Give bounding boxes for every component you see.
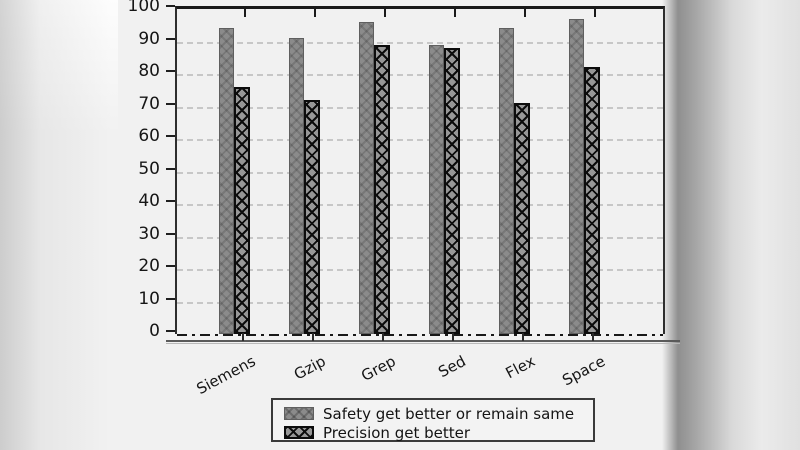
legend-label-safety: Safety get better or remain same — [323, 404, 575, 423]
y-tick-label-90: 90 — [138, 28, 160, 49]
x-tick-siemens — [242, 333, 244, 341]
bar-precision-space — [584, 67, 600, 334]
legend-item-safety: Safety get better or remain same — [284, 404, 593, 423]
gridline-80 — [177, 74, 663, 76]
top-tick-space — [594, 9, 596, 17]
top-tick-sed — [454, 9, 456, 17]
gridline-30 — [177, 236, 663, 239]
bar-precision-flex — [514, 103, 530, 334]
x-tick-label-gzip: Gzip — [290, 352, 329, 384]
y-tick-label-80: 80 — [138, 61, 160, 81]
y-tick-60 — [166, 135, 175, 137]
bar-safety-sed — [429, 45, 444, 334]
gridline-70 — [177, 106, 663, 109]
zero-baseline — [177, 334, 663, 336]
y-tick-label-10: 10 — [138, 288, 160, 309]
bar-group-sed — [429, 9, 461, 334]
y-tick-0 — [166, 330, 175, 332]
bar-precision-gzip — [304, 100, 320, 334]
x-tick-grep — [382, 333, 384, 341]
bar-group-grep — [359, 9, 391, 334]
y-tick-label-100: 100 — [127, 0, 160, 16]
gridline-50 — [177, 171, 663, 174]
x-tick-label-siemens: Siemens — [193, 352, 259, 398]
y-tick-label-20: 20 — [138, 256, 160, 276]
y-tick-label-70: 70 — [138, 93, 160, 114]
bar-precision-grep — [374, 45, 390, 334]
x-tick-label-flex: Flex — [502, 352, 539, 383]
y-tick-30 — [166, 232, 175, 235]
bar-group-gzip — [289, 9, 321, 334]
gridline-20 — [177, 269, 663, 271]
x-tick-label-space: Space — [559, 352, 609, 390]
x-tick-label-grep: Grep — [358, 352, 399, 385]
bar-group-space — [569, 9, 601, 334]
y-tick-100 — [166, 5, 175, 7]
y-tick-label-0: 0 — [149, 321, 160, 341]
gridline-40 — [177, 204, 663, 206]
gridline-60 — [177, 139, 663, 141]
bar-safety-space — [569, 19, 584, 334]
bar-safety-gzip — [289, 38, 304, 334]
y-tick-70 — [166, 102, 175, 105]
x-tick-gzip — [312, 333, 314, 341]
bar-safety-flex — [499, 28, 514, 334]
legend-label-precision: Precision get better — [323, 423, 471, 442]
legend: Safety get better or remain same Precisi… — [271, 398, 595, 442]
left-shadow-vignette — [0, 0, 118, 450]
y-tick-10 — [166, 297, 175, 300]
y-tick-label-60: 60 — [138, 126, 160, 146]
y-tick-label-30: 30 — [138, 223, 160, 244]
x-tick-flex — [522, 333, 524, 341]
x-axis-line — [166, 340, 680, 345]
precision-swatch-icon — [284, 426, 314, 439]
y-tick-50 — [166, 167, 175, 170]
top-tick-flex — [524, 9, 526, 17]
bar-safety-grep — [359, 22, 374, 334]
y-tick-label-50: 50 — [138, 158, 160, 179]
y-tick-80 — [166, 70, 175, 72]
bar-group-flex — [499, 9, 531, 334]
gridline-10 — [177, 301, 663, 304]
plot-area — [175, 6, 665, 336]
right-shadow-vignette — [662, 0, 800, 450]
top-tick-siemens — [244, 9, 246, 17]
gridline-90 — [177, 41, 663, 44]
bar-precision-sed — [444, 48, 460, 334]
x-tick-sed — [452, 333, 454, 341]
y-tick-90 — [166, 37, 175, 40]
safety-swatch-icon — [284, 407, 314, 420]
y-tick-40 — [166, 200, 175, 202]
x-tick-label-sed: Sed — [435, 352, 469, 382]
top-tick-gzip — [314, 9, 316, 17]
legend-item-precision: Precision get better — [284, 423, 593, 442]
bar-group-siemens — [219, 9, 251, 334]
x-tick-space — [592, 333, 594, 341]
bar-safety-siemens — [219, 28, 234, 334]
y-tick-label-40: 40 — [138, 191, 160, 211]
bar-precision-siemens — [234, 87, 250, 334]
top-tick-grep — [384, 9, 386, 17]
y-tick-20 — [166, 265, 175, 267]
